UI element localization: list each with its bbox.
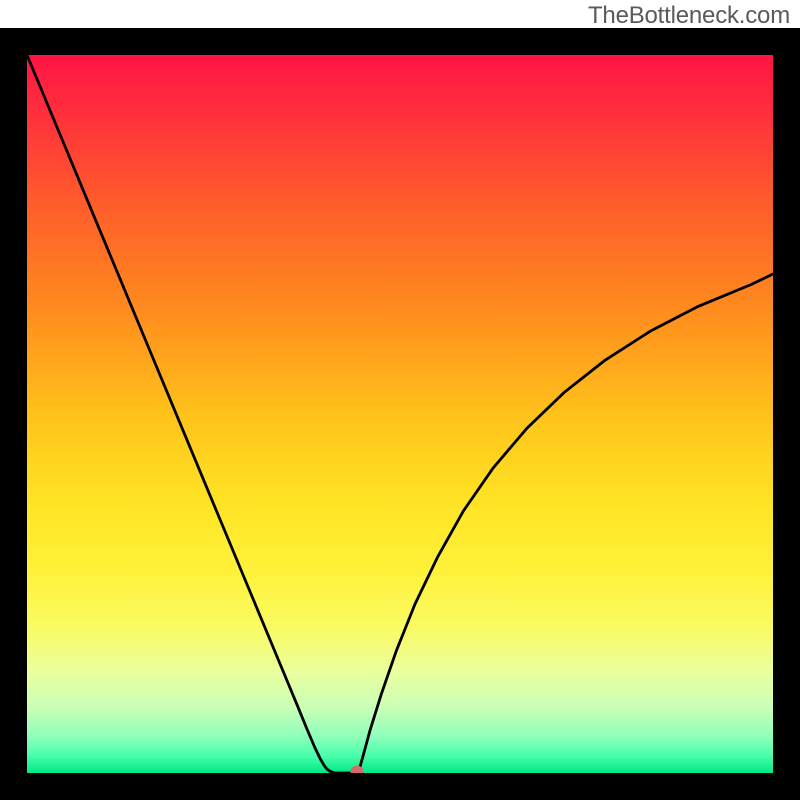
bottleneck-curve [27, 55, 773, 773]
plot-area [27, 55, 773, 773]
chart-frame: TheBottleneck.com [0, 0, 800, 800]
plot-border [0, 28, 800, 800]
watermark-text: TheBottleneck.com [588, 2, 790, 30]
curve-path [27, 55, 773, 773]
optimal-point-marker [350, 765, 363, 773]
